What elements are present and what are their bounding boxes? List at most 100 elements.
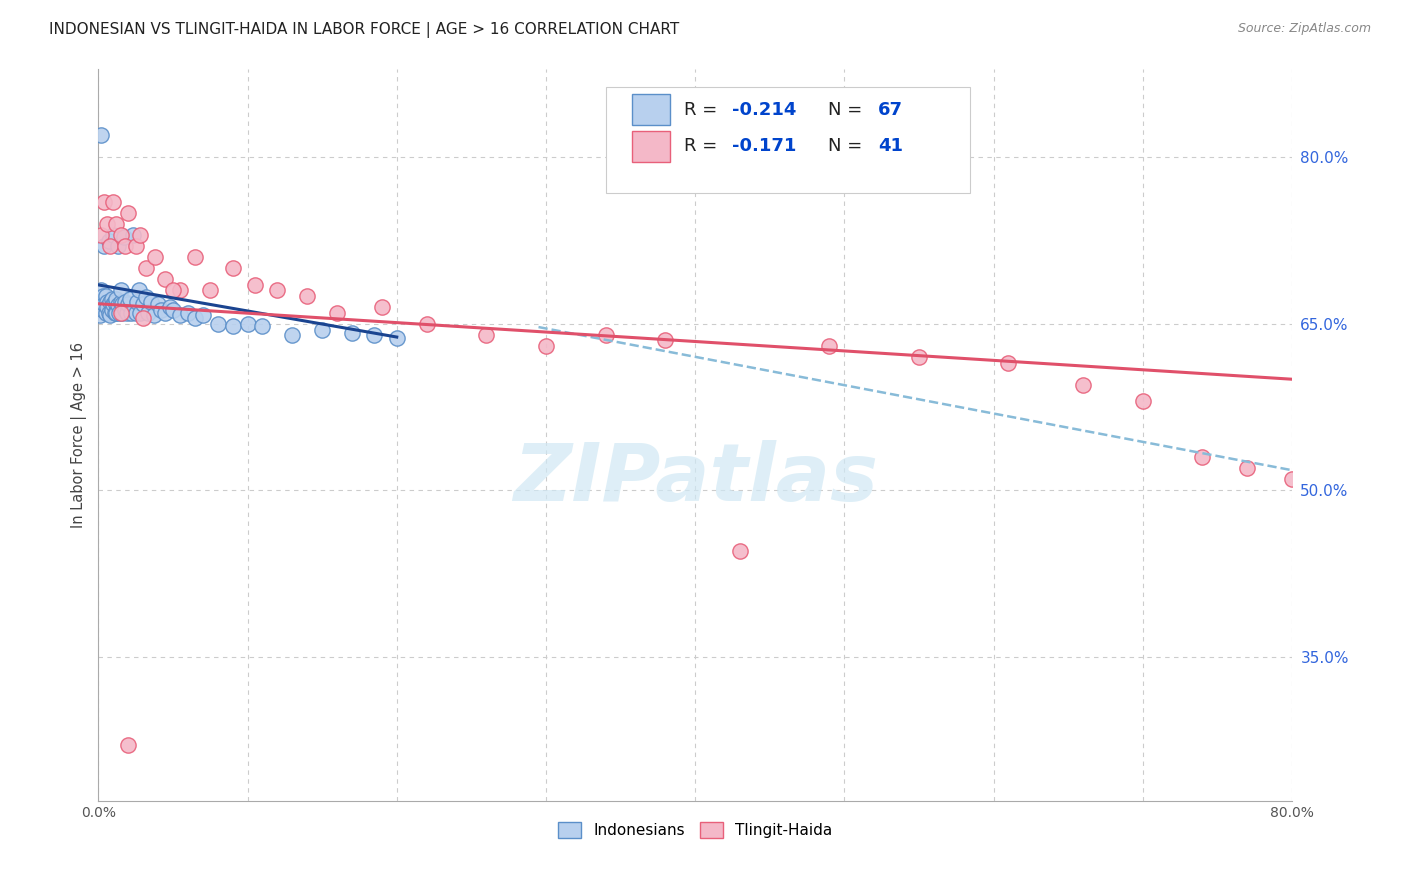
Point bbox=[159, 300, 181, 314]
Point bbox=[371, 300, 394, 314]
Point bbox=[97, 305, 120, 319]
Point bbox=[385, 331, 408, 345]
Point bbox=[136, 305, 159, 319]
Point bbox=[142, 308, 165, 322]
Point bbox=[94, 289, 117, 303]
Point bbox=[90, 128, 112, 142]
Point bbox=[1132, 394, 1154, 409]
Point bbox=[363, 327, 385, 342]
Point bbox=[184, 311, 207, 326]
Point bbox=[96, 217, 118, 231]
Point bbox=[103, 194, 125, 209]
Point bbox=[120, 305, 142, 319]
Text: Source: ZipAtlas.com: Source: ZipAtlas.com bbox=[1237, 22, 1371, 36]
Point bbox=[207, 317, 229, 331]
Text: 41: 41 bbox=[877, 137, 903, 155]
Point bbox=[243, 277, 266, 292]
Point bbox=[128, 284, 150, 298]
Point bbox=[127, 294, 149, 309]
Point bbox=[169, 308, 191, 322]
Point bbox=[162, 284, 184, 298]
Point bbox=[129, 227, 152, 242]
Point bbox=[105, 217, 128, 231]
Point bbox=[155, 272, 177, 286]
Point bbox=[96, 294, 118, 309]
Text: 67: 67 bbox=[877, 101, 903, 119]
Point bbox=[94, 305, 117, 319]
Point bbox=[110, 284, 132, 298]
Point bbox=[266, 284, 288, 298]
Point bbox=[110, 294, 132, 309]
Point bbox=[97, 234, 120, 248]
Legend: Indonesians, Tlingit-Haida: Indonesians, Tlingit-Haida bbox=[551, 816, 838, 845]
Point bbox=[124, 239, 146, 253]
Text: N =: N = bbox=[828, 101, 868, 119]
Y-axis label: In Labor Force | Age > 16: In Labor Force | Age > 16 bbox=[72, 342, 87, 528]
Point bbox=[121, 227, 143, 242]
Point bbox=[98, 308, 121, 322]
Point bbox=[326, 305, 349, 319]
Point bbox=[200, 284, 222, 298]
Point bbox=[103, 297, 125, 311]
Point bbox=[105, 293, 128, 307]
Point bbox=[132, 311, 155, 326]
Point bbox=[281, 327, 304, 342]
Point bbox=[728, 544, 751, 558]
Point bbox=[155, 305, 177, 319]
Point bbox=[1191, 450, 1213, 464]
Point bbox=[169, 284, 191, 298]
Point bbox=[1236, 461, 1258, 475]
Point bbox=[103, 227, 125, 242]
Point bbox=[115, 305, 138, 319]
Point bbox=[101, 303, 124, 318]
Point bbox=[654, 334, 676, 348]
Point bbox=[91, 289, 114, 303]
Point bbox=[146, 297, 169, 311]
Point bbox=[96, 300, 118, 314]
Text: R =: R = bbox=[685, 137, 724, 155]
Point bbox=[311, 323, 333, 337]
Point bbox=[252, 318, 274, 333]
Point bbox=[143, 250, 166, 264]
Point bbox=[104, 294, 127, 309]
Point bbox=[98, 294, 121, 309]
Point bbox=[135, 290, 157, 304]
Point bbox=[191, 308, 214, 322]
Point bbox=[114, 303, 136, 318]
Point bbox=[90, 284, 112, 298]
Point bbox=[90, 300, 112, 314]
Point bbox=[112, 230, 135, 244]
Point bbox=[415, 317, 437, 331]
Point bbox=[105, 305, 128, 319]
Point bbox=[340, 326, 363, 340]
FancyBboxPatch shape bbox=[606, 87, 970, 193]
Point bbox=[114, 294, 136, 309]
Point bbox=[534, 339, 557, 353]
Point bbox=[111, 297, 134, 311]
Point bbox=[89, 308, 111, 322]
Point bbox=[117, 739, 139, 753]
Point bbox=[132, 297, 155, 311]
Point bbox=[114, 239, 136, 253]
Bar bbox=[631, 95, 671, 125]
Point bbox=[1071, 377, 1094, 392]
Point bbox=[908, 350, 931, 364]
Point bbox=[118, 293, 141, 307]
Point bbox=[184, 250, 207, 264]
Text: N =: N = bbox=[828, 137, 868, 155]
Point bbox=[104, 305, 127, 319]
Text: -0.171: -0.171 bbox=[733, 137, 797, 155]
Point bbox=[162, 303, 184, 318]
Point bbox=[91, 303, 114, 318]
Point bbox=[117, 206, 139, 220]
Text: -0.214: -0.214 bbox=[733, 101, 797, 119]
Point bbox=[177, 305, 200, 319]
Point bbox=[297, 289, 319, 303]
Text: ZIPatlas: ZIPatlas bbox=[513, 440, 877, 517]
Text: R =: R = bbox=[685, 101, 724, 119]
Point bbox=[139, 294, 162, 309]
Point bbox=[89, 294, 111, 309]
Point bbox=[110, 227, 132, 242]
Point bbox=[110, 305, 132, 319]
Point bbox=[135, 261, 157, 276]
